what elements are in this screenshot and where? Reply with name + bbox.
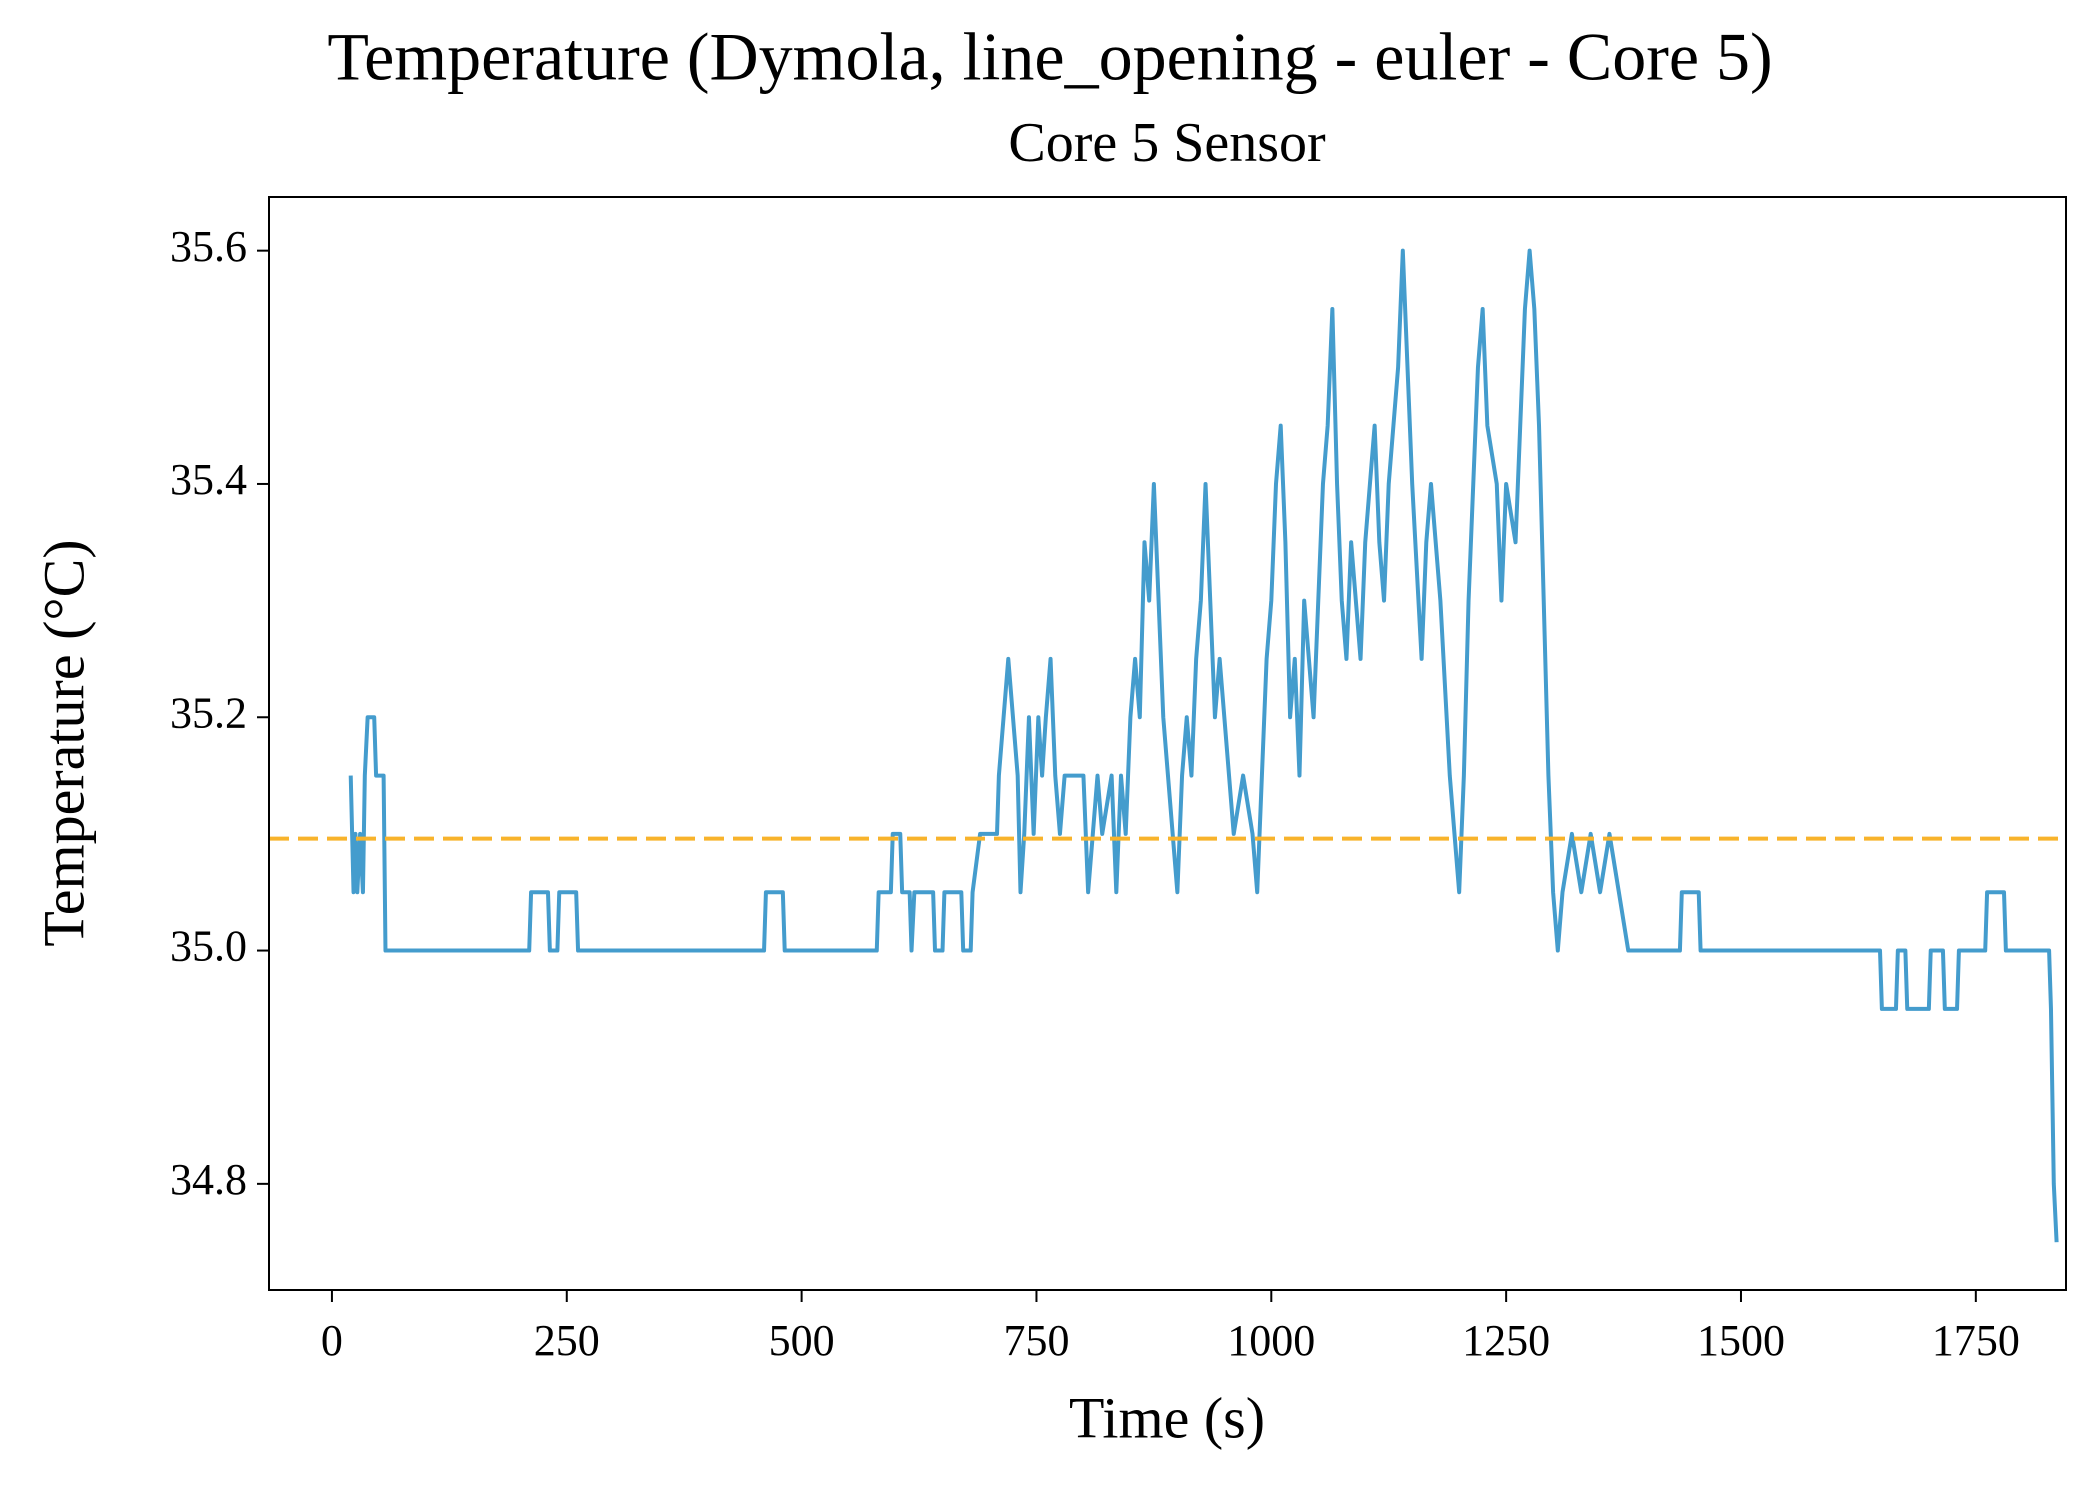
y-tick-label: 35.4 xyxy=(170,455,247,504)
y-tick-label: 35.6 xyxy=(170,222,247,271)
x-tick-label: 750 xyxy=(1003,1316,1069,1365)
x-axis-label: Time (s) xyxy=(1069,1385,1265,1450)
x-tick-label: 1500 xyxy=(1697,1316,1785,1365)
x-tick-label: 250 xyxy=(534,1316,600,1365)
x-tick-label: 1000 xyxy=(1227,1316,1315,1365)
chart-subtitle: Core 5 Sensor xyxy=(1008,112,1326,174)
chart-title: Temperature (Dymola, line_opening - eule… xyxy=(327,19,1772,95)
x-tick-label: 1750 xyxy=(1932,1316,2020,1365)
y-tick-label: 35.0 xyxy=(170,922,247,971)
x-tick-label: 500 xyxy=(769,1316,835,1365)
plot-frame xyxy=(268,196,2067,1291)
y-tick-label: 34.8 xyxy=(170,1155,247,1204)
x-tick-label: 0 xyxy=(321,1316,343,1365)
data-line xyxy=(348,248,2059,1243)
y-tick-label: 35.2 xyxy=(170,688,247,737)
x-tick-label: 1250 xyxy=(1462,1316,1550,1365)
y-axis-label: Temperature (°C) xyxy=(31,539,96,946)
